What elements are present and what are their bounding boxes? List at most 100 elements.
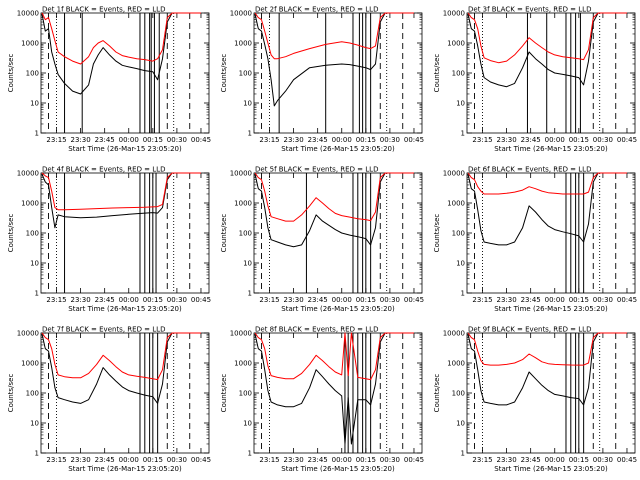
x-tick-label: 00:00 — [545, 456, 565, 464]
y-axis-label: Counts/sec — [220, 374, 228, 413]
y-tick-label: 100 — [26, 70, 39, 78]
y-tick-label: 10 — [243, 100, 252, 108]
y-tick-label: 10000 — [17, 10, 39, 18]
y-tick-label: 10 — [243, 420, 252, 428]
x-tick-label: 23:15 — [472, 296, 492, 304]
x-tick-label: 23:30 — [283, 456, 303, 464]
x-axis-label: Start Time (26-Mar-15 23:05:20) — [494, 305, 608, 313]
chart-title: Det 8f BLACK = Events, RED = LLD — [255, 326, 378, 334]
y-tick-label: 10000 — [17, 170, 39, 178]
y-tick-label: 100 — [452, 70, 465, 78]
x-tick-label: 23:15 — [259, 296, 279, 304]
y-tick-label: 10 — [456, 420, 465, 428]
chart-panel: 1 10 100 1000 10000 23:15 23:30 23:45 00:00 00:15… — [220, 6, 424, 154]
chart-title: Det 4f BLACK = Events, RED = LLD — [42, 166, 165, 174]
x-tick-label: 00:45 — [617, 136, 637, 144]
x-tick-label: 23:45 — [308, 136, 328, 144]
events-series-line — [254, 172, 414, 248]
lld-series-line — [467, 172, 627, 195]
y-tick-label: 10000 — [230, 330, 252, 338]
x-axis-label: Start Time (26-Mar-15 23:05:20) — [68, 305, 182, 313]
x-tick-label: 00:45 — [191, 456, 211, 464]
x-tick-label: 00:30 — [593, 296, 613, 304]
y-axis-label: Counts/sec — [433, 54, 441, 93]
x-tick-label: 00:15 — [356, 456, 376, 464]
x-tick-label: 00:30 — [593, 136, 613, 144]
events-series-line — [41, 332, 201, 404]
y-tick-label: 10000 — [230, 170, 252, 178]
y-tick-label: 1000 — [21, 360, 39, 368]
events-series-line — [467, 12, 627, 88]
chart-title: Det 1f BLACK = Events, RED = LLD — [42, 6, 165, 14]
x-tick-label: 00:30 — [380, 456, 400, 464]
x-tick-label: 23:45 — [308, 456, 328, 464]
chart-panel: 1 10 100 1000 10000 23:15 23:30 23:45 00:00 00:15… — [433, 166, 637, 314]
x-tick-label: 23:30 — [496, 296, 516, 304]
x-tick-label: 00:30 — [167, 456, 187, 464]
y-tick-label: 1000 — [234, 360, 252, 368]
y-tick-label: 100 — [452, 230, 465, 238]
events-series-line — [467, 332, 627, 406]
y-tick-label: 10 — [30, 100, 39, 108]
x-axis-label: Start Time (26-Mar-15 23:05:20) — [281, 145, 395, 153]
y-tick-label: 10000 — [230, 10, 252, 18]
x-tick-label: 00:30 — [380, 296, 400, 304]
y-axis-label: Counts/sec — [7, 214, 15, 253]
y-tick-label: 1 — [248, 130, 252, 138]
x-tick-label: 00:45 — [191, 296, 211, 304]
y-tick-label: 100 — [239, 390, 252, 398]
x-tick-label: 23:15 — [46, 296, 66, 304]
x-tick-label: 00:00 — [119, 136, 139, 144]
y-tick-label: 10000 — [443, 10, 465, 18]
y-tick-label: 10000 — [17, 330, 39, 338]
x-tick-label: 23:45 — [521, 456, 541, 464]
x-tick-label: 23:45 — [95, 296, 115, 304]
lld-series-line — [467, 332, 627, 366]
x-tick-label: 23:15 — [472, 136, 492, 144]
y-tick-label: 100 — [239, 70, 252, 78]
y-tick-label: 10 — [456, 100, 465, 108]
x-tick-label: 00:15 — [143, 456, 163, 464]
x-tick-label: 00:15 — [569, 136, 589, 144]
lld-series-line — [467, 12, 627, 64]
lld-series-line — [254, 172, 414, 222]
x-tick-label: 00:30 — [167, 296, 187, 304]
y-tick-label: 1 — [35, 290, 39, 298]
x-tick-label: 23:45 — [308, 296, 328, 304]
x-tick-label: 00:15 — [356, 136, 376, 144]
lld-series-line — [254, 332, 414, 381]
chart-title: Det 6f BLACK = Events, RED = LLD — [468, 166, 591, 174]
x-tick-label: 00:00 — [545, 296, 565, 304]
y-tick-label: 1000 — [234, 40, 252, 48]
x-tick-label: 00:15 — [356, 296, 376, 304]
y-tick-label: 1000 — [447, 40, 465, 48]
x-tick-label: 23:15 — [46, 136, 66, 144]
x-tick-label: 00:00 — [332, 136, 352, 144]
lld-series-line — [41, 172, 201, 211]
events-series-line — [254, 332, 414, 445]
x-tick-label: 00:00 — [332, 296, 352, 304]
chart-panel: 1 10 100 1000 10000 23:15 23:30 23:45 00:00 00:15… — [7, 6, 211, 154]
x-axis-label: Start Time (26-Mar-15 23:05:20) — [494, 465, 608, 473]
x-tick-label: 00:45 — [617, 456, 637, 464]
chart-panel: 1 10 100 1000 10000 23:15 23:30 23:45 00:00 00:15… — [7, 326, 211, 474]
y-axis-label: Counts/sec — [220, 214, 228, 253]
x-tick-label: 23:30 — [70, 136, 90, 144]
events-series-line — [41, 12, 201, 95]
y-tick-label: 100 — [239, 230, 252, 238]
y-tick-label: 10 — [30, 260, 39, 268]
y-tick-label: 100 — [26, 390, 39, 398]
chart-panel: 1 10 100 1000 10000 23:15 23:30 23:45 00:00 00:15… — [433, 326, 637, 474]
y-tick-label: 10 — [243, 260, 252, 268]
lld-series-line — [254, 12, 414, 60]
x-tick-label: 23:45 — [521, 296, 541, 304]
y-tick-label: 1 — [248, 290, 252, 298]
chart-title: Det 3f BLACK = Events, RED = LLD — [468, 6, 591, 14]
chart-panel: 1 10 100 1000 10000 23:15 23:30 23:45 00:00 00:15… — [220, 326, 424, 474]
y-tick-label: 10000 — [443, 330, 465, 338]
x-tick-label: 23:15 — [472, 456, 492, 464]
y-tick-label: 1 — [248, 450, 252, 458]
events-series-line — [467, 172, 627, 246]
x-tick-label: 23:15 — [259, 456, 279, 464]
x-tick-label: 00:30 — [167, 136, 187, 144]
